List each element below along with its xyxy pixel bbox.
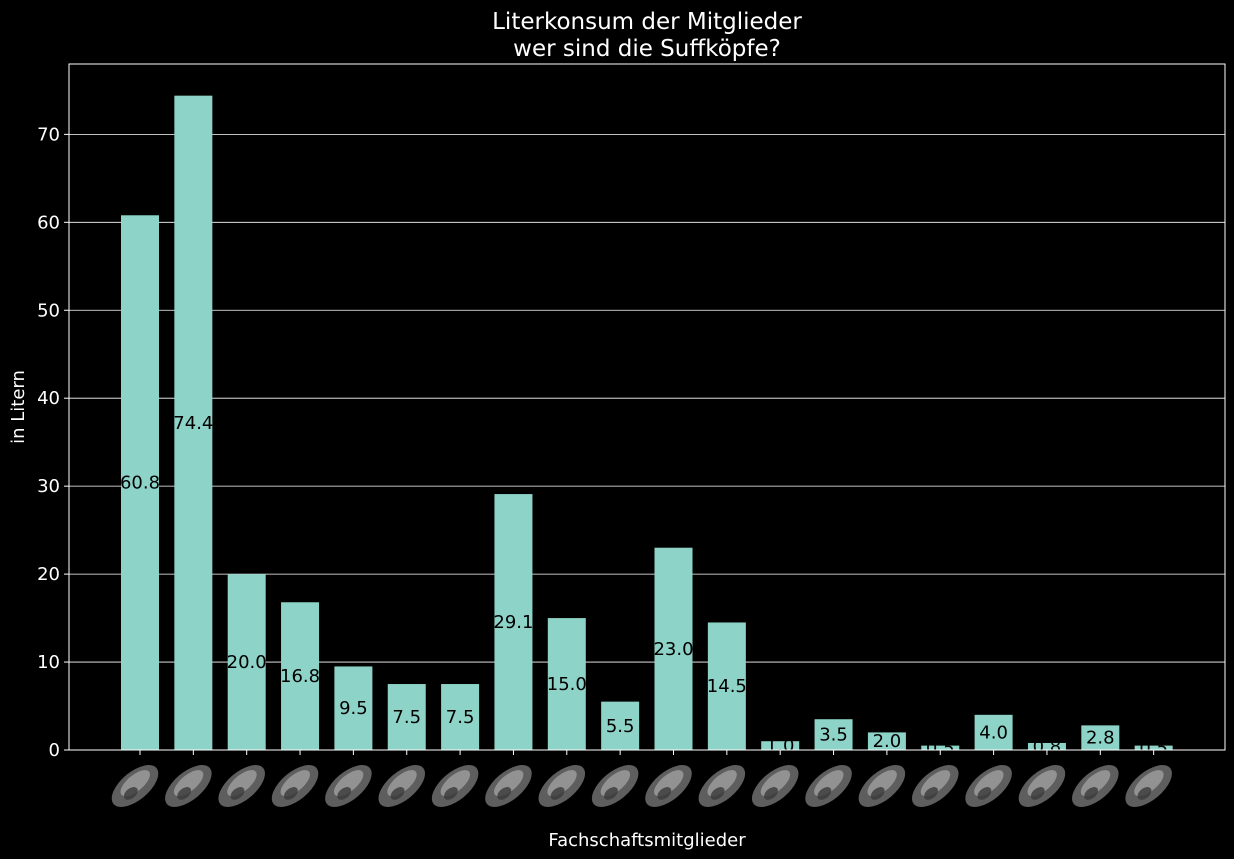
bar — [227, 574, 266, 750]
bar — [974, 714, 1013, 750]
member-portrait-icon — [378, 765, 426, 807]
member-portrait-icon — [538, 765, 586, 807]
bar — [547, 618, 586, 750]
member-portrait-icon — [1018, 765, 1066, 807]
y-axis-label: in Litern — [8, 370, 29, 444]
member-portrait-icon — [1125, 765, 1172, 807]
member-portrait-icon — [591, 765, 639, 807]
bar-value-label: 14.5 — [707, 676, 747, 697]
bar — [121, 215, 159, 750]
bars — [121, 95, 1173, 750]
bar — [761, 741, 800, 750]
y-tick-label: 20 — [37, 564, 60, 585]
x-axis-ticks — [139, 750, 1155, 755]
bar-value-label: 7.5 — [392, 707, 421, 728]
bar-value-label: 7.5 — [446, 707, 475, 728]
y-tick-label: 60 — [37, 212, 60, 233]
bar-value-label: 0.8 — [1033, 736, 1062, 757]
bar — [387, 684, 426, 750]
member-portrait-icon — [965, 765, 1012, 807]
bar — [334, 666, 373, 750]
bar-value-label: 3.5 — [819, 725, 848, 746]
member-portrait-icon — [645, 765, 692, 807]
member-portrait-icon — [911, 765, 959, 807]
y-tick-label: 70 — [37, 124, 60, 145]
member-portrait-icon — [698, 765, 746, 807]
bar — [174, 95, 213, 750]
member-portrait-icon — [485, 765, 532, 807]
bar-value-label: 74.4 — [173, 413, 213, 434]
y-tick-label: 30 — [37, 476, 60, 497]
member-portrait-icon — [165, 765, 212, 807]
bar — [1081, 725, 1120, 750]
bar-value-label: 60.8 — [120, 473, 160, 494]
bar-value-label: 15.0 — [547, 674, 587, 695]
y-tick-label: 50 — [37, 300, 60, 321]
bar-value-label: 2.8 — [1086, 728, 1115, 749]
bar-value-label: 0.5 — [926, 738, 955, 759]
member-portrait-icon — [805, 765, 852, 807]
bar-value-label: 1.0 — [766, 736, 795, 757]
bar — [654, 547, 693, 750]
value-labels: 60.8 74.4 20.0 16.8 9.5 7.5 7.5 29.1 15.0 5.5 23.0… — [120, 413, 1168, 759]
bar-value-label: 0.5 — [1139, 738, 1168, 759]
bar-value-label: 16.8 — [280, 666, 320, 687]
bar-value-label: 20.0 — [227, 652, 267, 673]
bar — [707, 622, 746, 750]
member-portrait-icon — [271, 765, 319, 807]
member-portrait-icon — [431, 765, 479, 807]
bar-value-label: 2.0 — [873, 731, 902, 752]
y-tick-label: 10 — [37, 652, 60, 673]
bar — [601, 701, 640, 750]
bar — [281, 602, 320, 750]
bar — [441, 684, 480, 750]
y-tick-label: 40 — [37, 388, 60, 409]
bar-value-label: 9.5 — [339, 698, 368, 719]
chart-title-line1: Literkonsum der Mitglieder — [492, 9, 802, 35]
member-portrait-icon — [111, 765, 159, 807]
member-portraits — [111, 765, 1172, 807]
member-portrait-icon — [751, 765, 799, 807]
member-portrait-icon — [858, 765, 906, 807]
bar — [921, 745, 960, 750]
bar — [867, 732, 906, 750]
y-tick-label: 0 — [49, 740, 60, 761]
bar-value-label: 4.0 — [979, 722, 1008, 743]
bar-value-label: 29.1 — [493, 612, 533, 633]
x-axis-label: Fachschaftsmitglieder — [548, 830, 746, 851]
bar-value-label: 23.0 — [653, 639, 693, 660]
bar-value-label: 5.5 — [606, 716, 635, 737]
bar — [1027, 742, 1066, 750]
member-portrait-icon — [325, 765, 372, 807]
member-portrait-icon — [1072, 765, 1119, 807]
bar — [494, 494, 533, 750]
member-portrait-icon — [218, 765, 265, 807]
chart-title-line2: wer sind die Suffköpfe? — [513, 36, 781, 62]
plot-frame — [68, 63, 1226, 751]
y-axis-ticks: 0 10 20 30 40 50 60 70 — [37, 124, 69, 761]
bar — [814, 719, 853, 750]
bar — [1134, 745, 1173, 750]
